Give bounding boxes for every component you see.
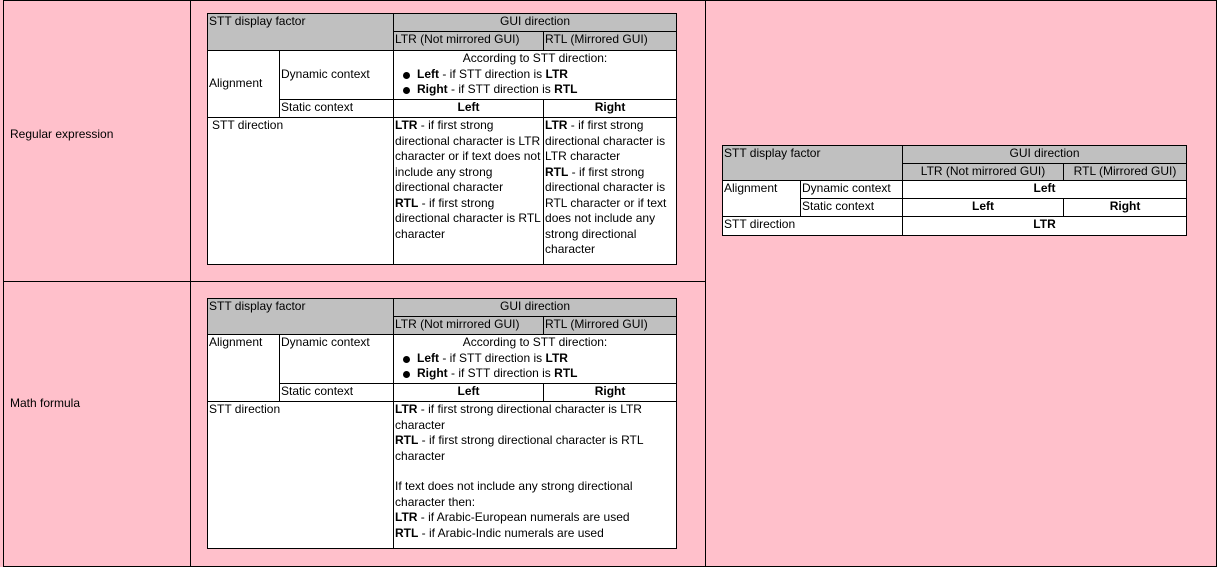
static-rtl-value: Right (543, 99, 678, 118)
dynamic-intro: According to STT direction: (462, 51, 608, 65)
numerals-note: If text does not include any strong dire… (395, 479, 633, 509)
rtl-header: RTL (Mirrored GUI) (1063, 163, 1188, 181)
gui-header: GUI direction (393, 13, 678, 32)
right-cell (705, 0, 1217, 567)
stt-ltr-value: LTR - if first strong directional charac… (393, 117, 545, 265)
gui-header: GUI direction (393, 298, 678, 317)
stt-rtl-value: LTR - if first strong directional charac… (543, 117, 678, 265)
dynamic-context-label: Dynamic context (278, 334, 395, 384)
dynamic-context-label: Dynamic context (278, 50, 395, 100)
factor-header: STT display factor (721, 145, 904, 181)
stt-direction-value: LTR - if first strong directional charac… (393, 401, 678, 549)
ltr-header: LTR (Not mirrored GUI) (393, 31, 545, 51)
static-rtl-value: Right (1063, 198, 1188, 217)
dynamic-context-value: According to STT direction: Left - if ST… (393, 334, 678, 384)
bullet-list: Left - if STT direction is LTR Right - i… (395, 67, 675, 98)
bullet-item: Right - if STT direction is RTL (403, 366, 675, 382)
right-table: STT display factor GUI direction LTR (No… (721, 145, 1188, 236)
static-ltr-value: Left (393, 99, 545, 118)
static-ltr-value: Left (902, 198, 1065, 217)
bullet-item: Left - if STT direction is LTR (403, 351, 675, 367)
bullet-list: Left - if STT direction is LTR Right - i… (395, 351, 675, 382)
dynamic-intro: According to STT direction: (462, 335, 608, 349)
alignment-label: Alignment (722, 180, 801, 217)
regular-expression-table: STT display factor GUI direction LTR (No… (206, 13, 678, 265)
row-label: Math formula (10, 396, 81, 410)
dynamic-context-value: According to STT direction: Left - if ST… (393, 50, 678, 100)
dynamic-context-value: Left (902, 180, 1188, 199)
bullet-item: Left - if STT direction is LTR (403, 67, 675, 83)
static-rtl-value: Right (543, 383, 678, 402)
factor-header: STT display factor (206, 13, 395, 51)
static-context-label: Static context (799, 198, 904, 217)
gui-header: GUI direction (902, 145, 1188, 164)
alignment-label: Alignment (207, 50, 280, 118)
row-label: Regular expression (10, 127, 114, 141)
math-formula-table: STT display factor GUI direction LTR (No… (206, 298, 678, 549)
row-label-cell-math-formula: Math formula (3, 281, 191, 567)
stt-direction-label: STT direction (206, 401, 395, 549)
stt-direction-value: LTR (902, 216, 1188, 236)
static-context-label: Static context (278, 99, 395, 118)
bullet-item: Right - if STT direction is RTL (403, 82, 675, 98)
ltr-header: LTR (Not mirrored GUI) (393, 316, 545, 335)
dynamic-context-label: Dynamic context (799, 180, 904, 199)
factor-header: STT display factor (206, 298, 395, 335)
static-context-label: Static context (278, 383, 395, 402)
static-ltr-value: Left (393, 383, 545, 402)
alignment-label: Alignment (207, 334, 280, 402)
stt-direction-label: STT direction (721, 216, 904, 236)
rtl-header: RTL (Mirrored GUI) (543, 31, 678, 51)
ltr-header: LTR (Not mirrored GUI) (902, 163, 1065, 181)
rtl-header: RTL (Mirrored GUI) (543, 316, 678, 335)
stt-direction-label: STT direction (206, 117, 395, 265)
row-label-cell-regular-expression: Regular expression (3, 0, 191, 282)
